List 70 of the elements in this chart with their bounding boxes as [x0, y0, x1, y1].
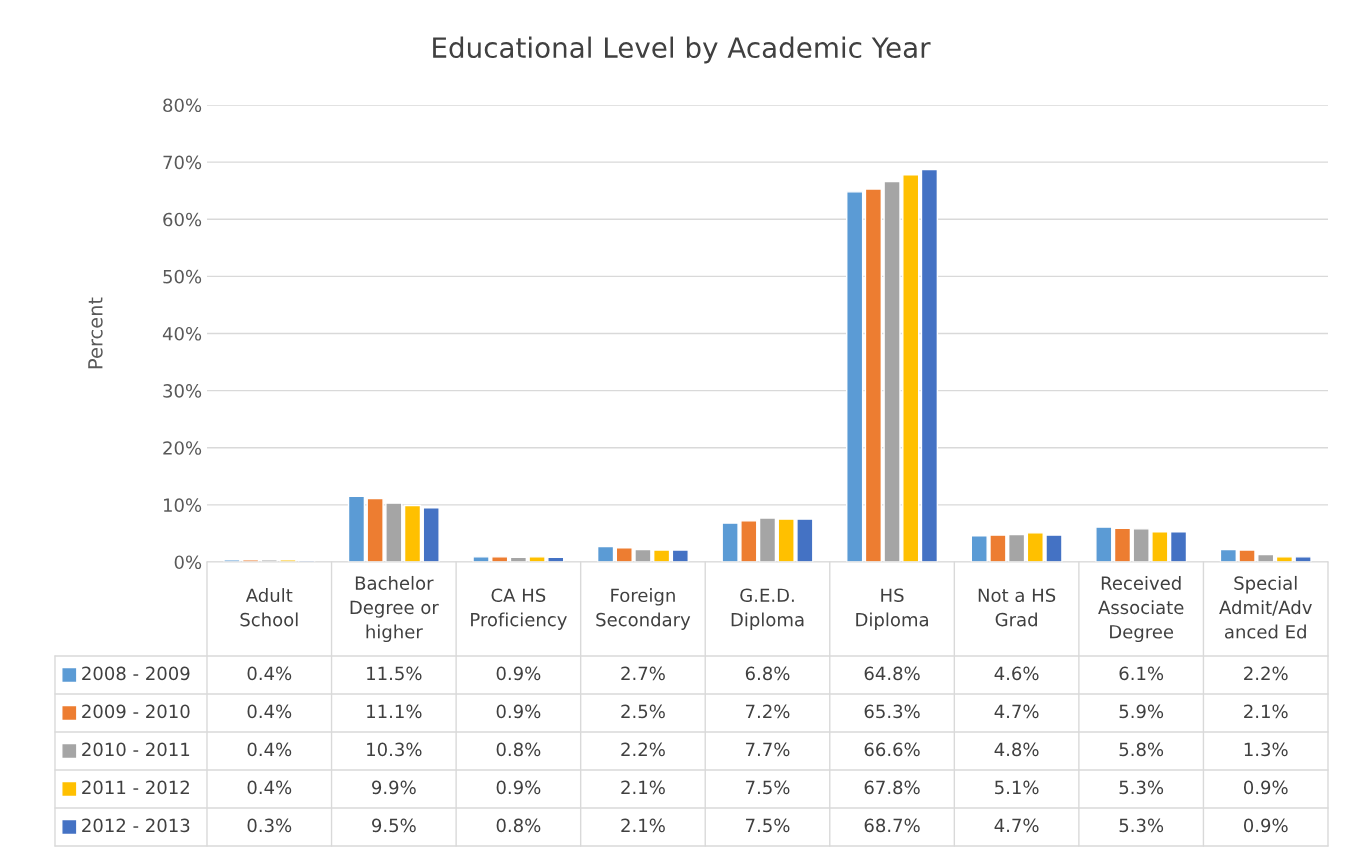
- data-label: 0.8%: [496, 818, 541, 833]
- data-label: 67.8%: [864, 780, 920, 795]
- x-tick-label: Received Associate Degree: [1098, 575, 1184, 643]
- data-label: 5.8%: [1119, 742, 1164, 757]
- x-tick-label: Adult School: [240, 588, 298, 627]
- data-label: 2.7%: [621, 666, 665, 681]
- data-label: 7.5%: [746, 818, 790, 833]
- data-label: 0.4%: [247, 666, 292, 681]
- data-label: 0.9%: [496, 666, 541, 681]
- data-label: 11.1%: [367, 704, 422, 719]
- data-label: 0.8%: [496, 742, 541, 757]
- data-label: 64.8%: [864, 666, 920, 681]
- data-label: 0.4%: [247, 704, 292, 719]
- data-label: 66.6%: [864, 742, 920, 757]
- data-label: 7.2%: [746, 704, 790, 719]
- x-tick-label: CA HS Proficiency: [471, 588, 567, 630]
- data-label: 4.7%: [994, 818, 1039, 833]
- chart-title: Educational Level by Academic Year: [433, 36, 931, 64]
- y-tick-label: 20%: [163, 441, 202, 455]
- data-label: 0.4%: [247, 742, 292, 757]
- legend-label: 2011 - 2012: [82, 780, 189, 795]
- data-label: 2.1%: [621, 818, 665, 833]
- data-label: 65.3%: [864, 704, 920, 719]
- x-tick-label: Bachelor Degree or higher: [350, 575, 439, 643]
- y-tick-label: 0%: [174, 555, 202, 570]
- data-label: 4.6%: [994, 666, 1039, 681]
- data-label: 2.5%: [621, 704, 665, 719]
- y-tick-label: 10%: [163, 498, 202, 512]
- data-label: 9.9%: [372, 780, 416, 795]
- x-tick-label: Special Admit/Adv anced Ed: [1219, 575, 1312, 639]
- y-tick-label: 40%: [162, 326, 202, 341]
- x-tick-label: HS Diploma: [856, 588, 928, 630]
- y-tick-label: 80%: [163, 98, 202, 113]
- y-tick-label: 50%: [163, 269, 202, 284]
- y-tick-label: 70%: [163, 155, 202, 170]
- data-label: 11.5%: [367, 666, 422, 681]
- y-tick-label: 30%: [163, 384, 202, 398]
- data-label: 6.1%: [1119, 666, 1164, 681]
- data-label: 2.2%: [621, 742, 665, 757]
- data-label: 0.9%: [1243, 780, 1288, 795]
- data-label: 2.2%: [1244, 666, 1288, 681]
- y-axis-title: Percent: [88, 297, 103, 369]
- y-tick-label: 60%: [163, 212, 202, 227]
- data-label: 7.5%: [746, 780, 790, 795]
- legend-label: 2009 - 2010: [82, 704, 190, 719]
- x-tick-label: Not a HS Grad: [978, 588, 1056, 627]
- data-label: 1.3%: [1244, 742, 1288, 757]
- data-label: 5.3%: [1119, 780, 1164, 795]
- legend-label: 2010 - 2011: [82, 742, 190, 757]
- data-label: 4.7%: [994, 704, 1039, 719]
- data-label: 6.8%: [745, 666, 790, 681]
- x-tick-label: Foreign Secondary: [596, 588, 691, 630]
- data-label: 5.9%: [1119, 704, 1164, 719]
- data-label: 0.9%: [496, 780, 541, 795]
- data-label: 0.4%: [247, 780, 292, 795]
- data-label: 2.1%: [621, 780, 665, 795]
- data-label: 0.3%: [247, 818, 292, 833]
- data-label: 4.8%: [994, 742, 1039, 757]
- data-label: 0.9%: [1243, 818, 1288, 833]
- x-tick-label: G.E.D. Diploma: [731, 588, 804, 630]
- data-label: 68.7%: [864, 818, 920, 833]
- data-label: 0.9%: [496, 704, 541, 719]
- data-label: 7.7%: [746, 742, 790, 757]
- legend-label: 2012 - 2013: [82, 818, 190, 833]
- data-label: 2.1%: [1244, 704, 1288, 719]
- data-label: 10.3%: [367, 742, 422, 757]
- data-label: 5.3%: [1119, 818, 1164, 833]
- data-label: 5.1%: [995, 780, 1039, 795]
- legend-label: 2008 - 2009: [82, 666, 190, 681]
- data-label: 9.5%: [372, 818, 416, 833]
